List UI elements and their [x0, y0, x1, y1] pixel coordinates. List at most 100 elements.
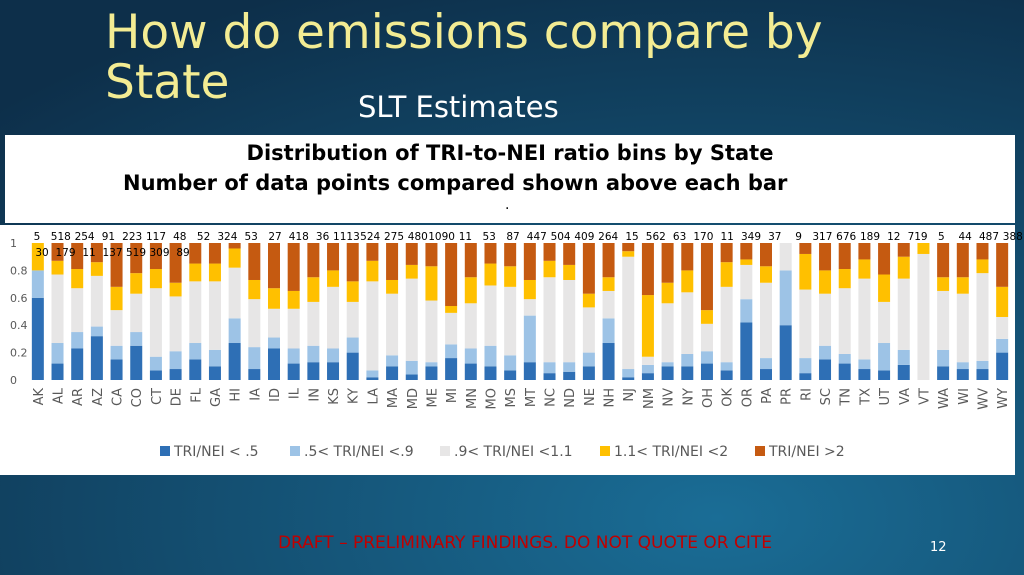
- bar-segment: [90, 262, 103, 276]
- x-tick-label: OK: [721, 388, 736, 407]
- bar-segment: [563, 279, 576, 363]
- count-label: 562: [646, 231, 666, 243]
- bar-segment: [838, 288, 851, 354]
- bar-segment: [996, 352, 1009, 380]
- bar-segment: [346, 281, 359, 302]
- legend-label: TRI/NEI >2: [768, 444, 845, 460]
- legend-swatch: [600, 446, 610, 456]
- bar-segment: [110, 345, 123, 360]
- count-label: 137: [102, 247, 122, 259]
- count-label: 53: [245, 231, 258, 243]
- count-label: 27: [268, 231, 281, 243]
- bar-segment: [622, 251, 635, 257]
- bar-segment: [641, 373, 654, 380]
- bar-segment: [425, 366, 438, 380]
- bar-segment: [327, 286, 340, 349]
- bar-segment: [819, 243, 832, 271]
- bar-segment: [878, 301, 891, 344]
- bar-segment: [838, 353, 851, 364]
- bar-segment: [563, 264, 576, 280]
- bar-segment: [287, 348, 300, 364]
- x-tick-label: MA: [386, 388, 401, 408]
- bar-segment: [838, 243, 851, 270]
- bar-segment: [130, 293, 143, 333]
- bar-segment: [51, 363, 64, 380]
- bar-segment: [268, 288, 280, 309]
- bar-segment: [760, 282, 772, 359]
- box-title: Distribution of TRI-to-NEI ratio bins by…: [246, 141, 774, 165]
- x-tick-label: DE: [170, 388, 185, 406]
- bar-segment: [149, 370, 162, 380]
- bar-segment: [602, 343, 615, 380]
- bar-segment: [622, 369, 635, 378]
- bar-segment: [366, 377, 379, 380]
- bar-segment: [51, 274, 64, 344]
- header-box: Distribution of TRI-to-NEI ratio bins by…: [5, 135, 1015, 223]
- bar-segment: [346, 301, 359, 338]
- bar-segment: [720, 262, 733, 287]
- count-label: 524: [360, 231, 380, 243]
- bar-segment: [386, 366, 399, 380]
- bar-segment: [149, 288, 162, 357]
- bar-segment: [464, 277, 477, 304]
- x-tick-label: CT: [150, 388, 165, 405]
- bar-segment: [327, 362, 340, 380]
- bar-segment: [327, 270, 340, 287]
- bar-segment: [937, 290, 950, 350]
- x-tick-label: GA: [209, 388, 224, 407]
- x-tick-label: AR: [71, 388, 86, 406]
- bar-segment: [405, 264, 418, 279]
- bar-segment: [897, 278, 910, 350]
- bar-segment: [445, 358, 458, 380]
- x-tick-label: AL: [52, 387, 67, 404]
- bar-segment: [484, 243, 497, 264]
- count-label: 518: [51, 231, 71, 243]
- count-label: 418: [289, 231, 309, 243]
- count-label: 324: [217, 231, 237, 243]
- x-tick-label: KY: [347, 388, 362, 404]
- bar-segment: [31, 297, 44, 380]
- bar-segment: [582, 307, 595, 353]
- bar-segment: [228, 248, 241, 268]
- bar-segment: [740, 299, 753, 323]
- x-tick-label: NY: [681, 388, 696, 406]
- bar-segment: [956, 293, 969, 363]
- bar-segment: [110, 286, 123, 311]
- bar-segment: [799, 253, 812, 290]
- bar-segment: [189, 243, 202, 264]
- bar-segment: [189, 281, 202, 344]
- count-label: 309: [149, 247, 169, 259]
- bar-segment: [523, 279, 536, 300]
- bar-segment: [700, 363, 713, 380]
- bar-segment: [71, 332, 84, 349]
- bar-segment: [523, 315, 536, 363]
- count-label: 264: [598, 231, 618, 243]
- bar-segment: [838, 269, 851, 289]
- bar-segment: [208, 281, 221, 350]
- bar-segment: [71, 348, 84, 380]
- bar-segment: [661, 366, 674, 380]
- x-tick-label: IL: [288, 387, 303, 399]
- y-tick-label: 0.8: [10, 264, 28, 277]
- bar-segment: [464, 303, 477, 349]
- count-label: 409: [574, 231, 594, 243]
- bar-segment: [779, 270, 792, 326]
- bar-segment: [996, 243, 1009, 287]
- bar-segment: [464, 363, 477, 380]
- bar-segment: [917, 243, 930, 254]
- bar-segment: [208, 366, 221, 380]
- bar-segment: [523, 243, 536, 280]
- bar-segment: [582, 293, 595, 308]
- bar-segment: [445, 243, 458, 307]
- bar-segment: [956, 362, 969, 370]
- bar-segment: [878, 370, 891, 380]
- count-label: 9: [795, 231, 802, 243]
- count-label: 53: [483, 231, 496, 243]
- count-label: 504: [551, 231, 571, 243]
- legend-swatch: [290, 446, 300, 456]
- bar-segment: [51, 343, 64, 364]
- y-tick-label: 0: [10, 374, 17, 387]
- bar-segment: [661, 303, 674, 363]
- page-number: 12: [930, 540, 947, 555]
